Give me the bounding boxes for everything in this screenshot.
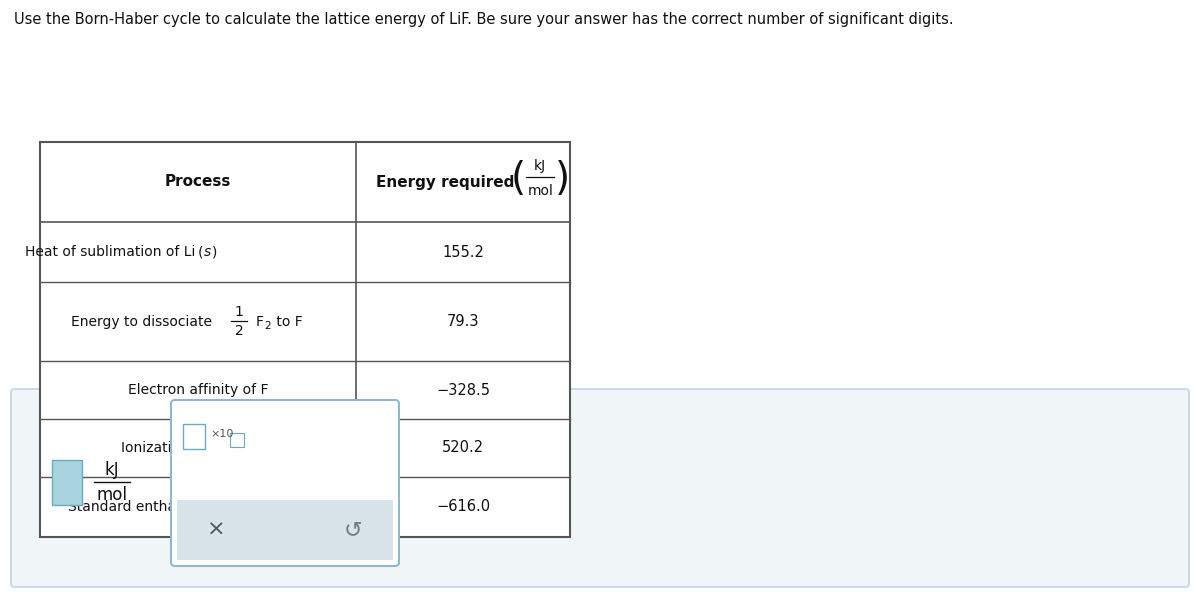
Text: Energy to dissociate: Energy to dissociate [71,315,216,329]
Text: Energy required: Energy required [376,175,515,189]
Text: 520.2: 520.2 [442,440,485,455]
Text: ×: × [208,520,226,540]
FancyBboxPatch shape [172,400,398,566]
Text: to F: to F [272,315,302,329]
Text: mol: mol [527,184,553,198]
Text: Heat of sublimation of Li: Heat of sublimation of Li [25,245,198,259]
Text: 2: 2 [235,324,244,338]
Text: mol: mol [96,486,127,504]
Text: Use the Born-Haber cycle to calculate the lattice energy of LiF. Be sure your an: Use the Born-Haber cycle to calculate th… [14,12,954,27]
Bar [178,500,394,560]
Text: ×10: ×10 [210,429,233,439]
Text: 1: 1 [235,305,244,319]
Text: ↺: ↺ [344,520,362,540]
Bar [230,433,244,447]
Text: 155.2: 155.2 [443,244,484,260]
Text: 2: 2 [264,321,271,331]
Text: −328.5: −328.5 [437,382,491,398]
Text: Electron affinity of F: Electron affinity of F [128,383,269,397]
FancyBboxPatch shape [11,389,1189,587]
Text: −616.0: −616.0 [436,499,491,514]
Text: 79.3: 79.3 [446,314,480,329]
Text: Process: Process [166,175,232,189]
Text: ): ) [212,245,217,259]
Text: (: ( [198,245,204,259]
Text: ): ) [554,160,570,198]
Bar [182,424,205,449]
Text: Ionization energy of Li: Ionization energy of Li [121,441,275,455]
Text: kJ: kJ [534,159,546,173]
Text: (: ( [511,160,526,198]
Bar [40,142,570,537]
Text: F: F [256,315,263,329]
Text: s: s [204,245,211,259]
Text: Standard enthalpy of formation of LiF: Standard enthalpy of formation of LiF [67,500,329,514]
Text: kJ: kJ [104,461,119,479]
Bar [52,459,82,504]
